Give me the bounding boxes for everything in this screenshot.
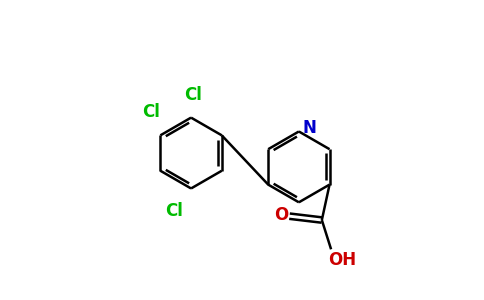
Text: O: O	[274, 206, 288, 224]
Text: N: N	[302, 119, 317, 137]
Text: Cl: Cl	[165, 202, 183, 220]
Text: Cl: Cl	[142, 103, 160, 122]
Text: OH: OH	[328, 251, 356, 269]
Text: Cl: Cl	[183, 86, 201, 104]
